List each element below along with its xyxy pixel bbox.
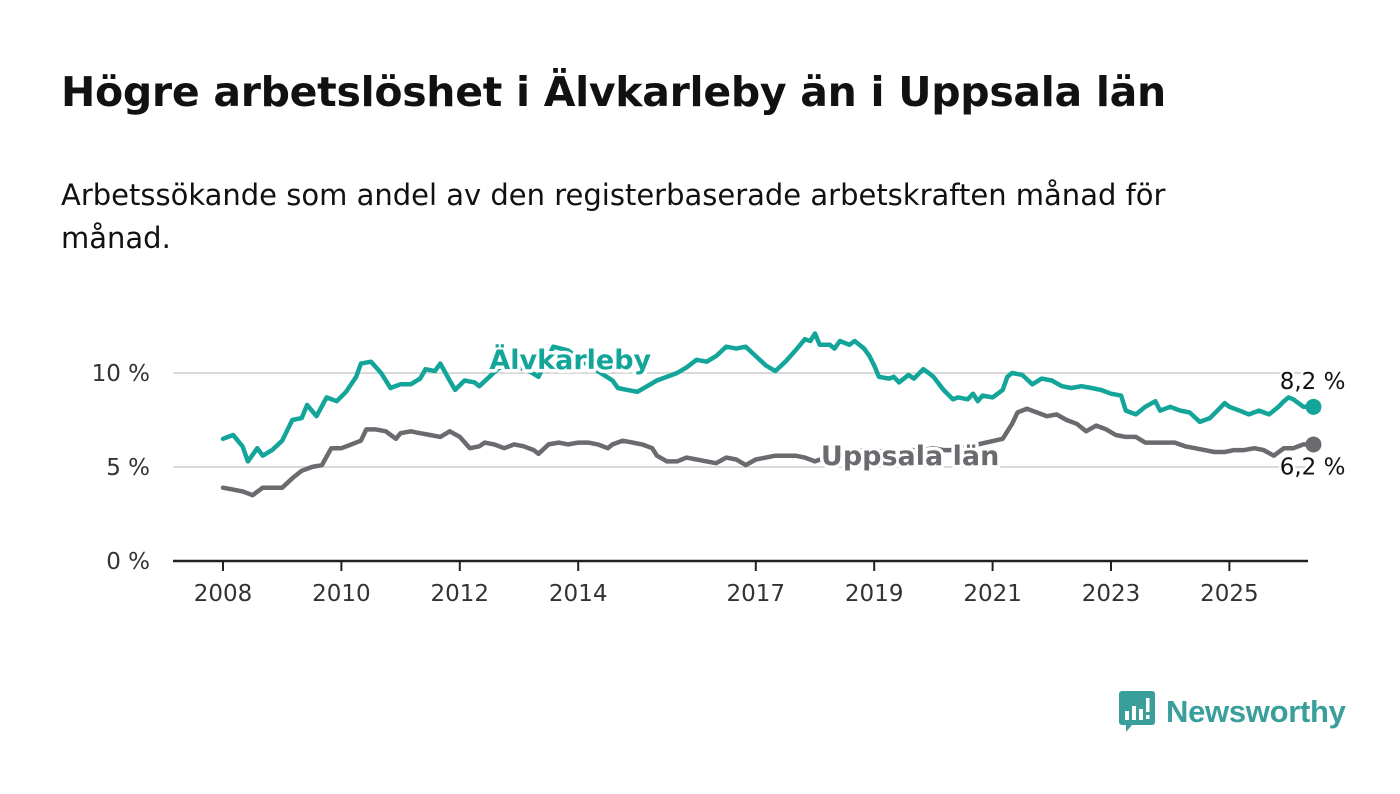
series-lines bbox=[220, 331, 1322, 498]
x-tick-label: 2012 bbox=[431, 581, 490, 607]
x-tick-label: 2010 bbox=[312, 581, 371, 607]
x-tick-label: 2021 bbox=[963, 581, 1022, 607]
newsworthy-logo: Newsworthy bbox=[1118, 690, 1346, 734]
y-tick-label: 0 % bbox=[106, 549, 150, 575]
y-tick-label: 10 % bbox=[92, 361, 150, 387]
x-tick-label: 2008 bbox=[194, 581, 253, 607]
series-name-label: Älvkarleby bbox=[489, 344, 651, 376]
x-tick-label: 2014 bbox=[549, 581, 608, 607]
bar-chart-speech-bubble-icon bbox=[1119, 691, 1155, 732]
end-value-label: 6,2 % bbox=[1280, 454, 1346, 480]
series-line-1 bbox=[220, 406, 1316, 498]
x-tick-label: 2023 bbox=[1082, 581, 1141, 607]
x-tick-label: 2017 bbox=[727, 581, 786, 607]
series-labels: Älvkarleby Uppsala län 8,2 % 6,2 % bbox=[486, 341, 1348, 483]
y-axis: 0 % 5 % 10 % bbox=[92, 361, 150, 575]
gridlines bbox=[173, 372, 1308, 468]
series-name-label: Uppsala län bbox=[821, 441, 999, 472]
end-value-label: 8,2 % bbox=[1280, 369, 1346, 395]
chart-title: Högre arbetslöshet i Älvkarleby än i Upp… bbox=[61, 68, 1166, 116]
logo-text: Newsworthy bbox=[1166, 694, 1346, 729]
chart-subtitle: Arbetssökande som andel av den registerb… bbox=[61, 178, 1166, 255]
series-end-point bbox=[1305, 398, 1322, 415]
x-tick-label: 2019 bbox=[845, 581, 904, 607]
y-tick-label: 5 % bbox=[106, 455, 150, 481]
x-axis-ticks: 2008 2010 2012 2014 2017 2019 2021 2023 2025 bbox=[194, 561, 1259, 607]
series-end-point bbox=[1305, 436, 1322, 453]
x-tick-label: 2025 bbox=[1200, 581, 1259, 607]
series-line-0 bbox=[220, 331, 1316, 464]
